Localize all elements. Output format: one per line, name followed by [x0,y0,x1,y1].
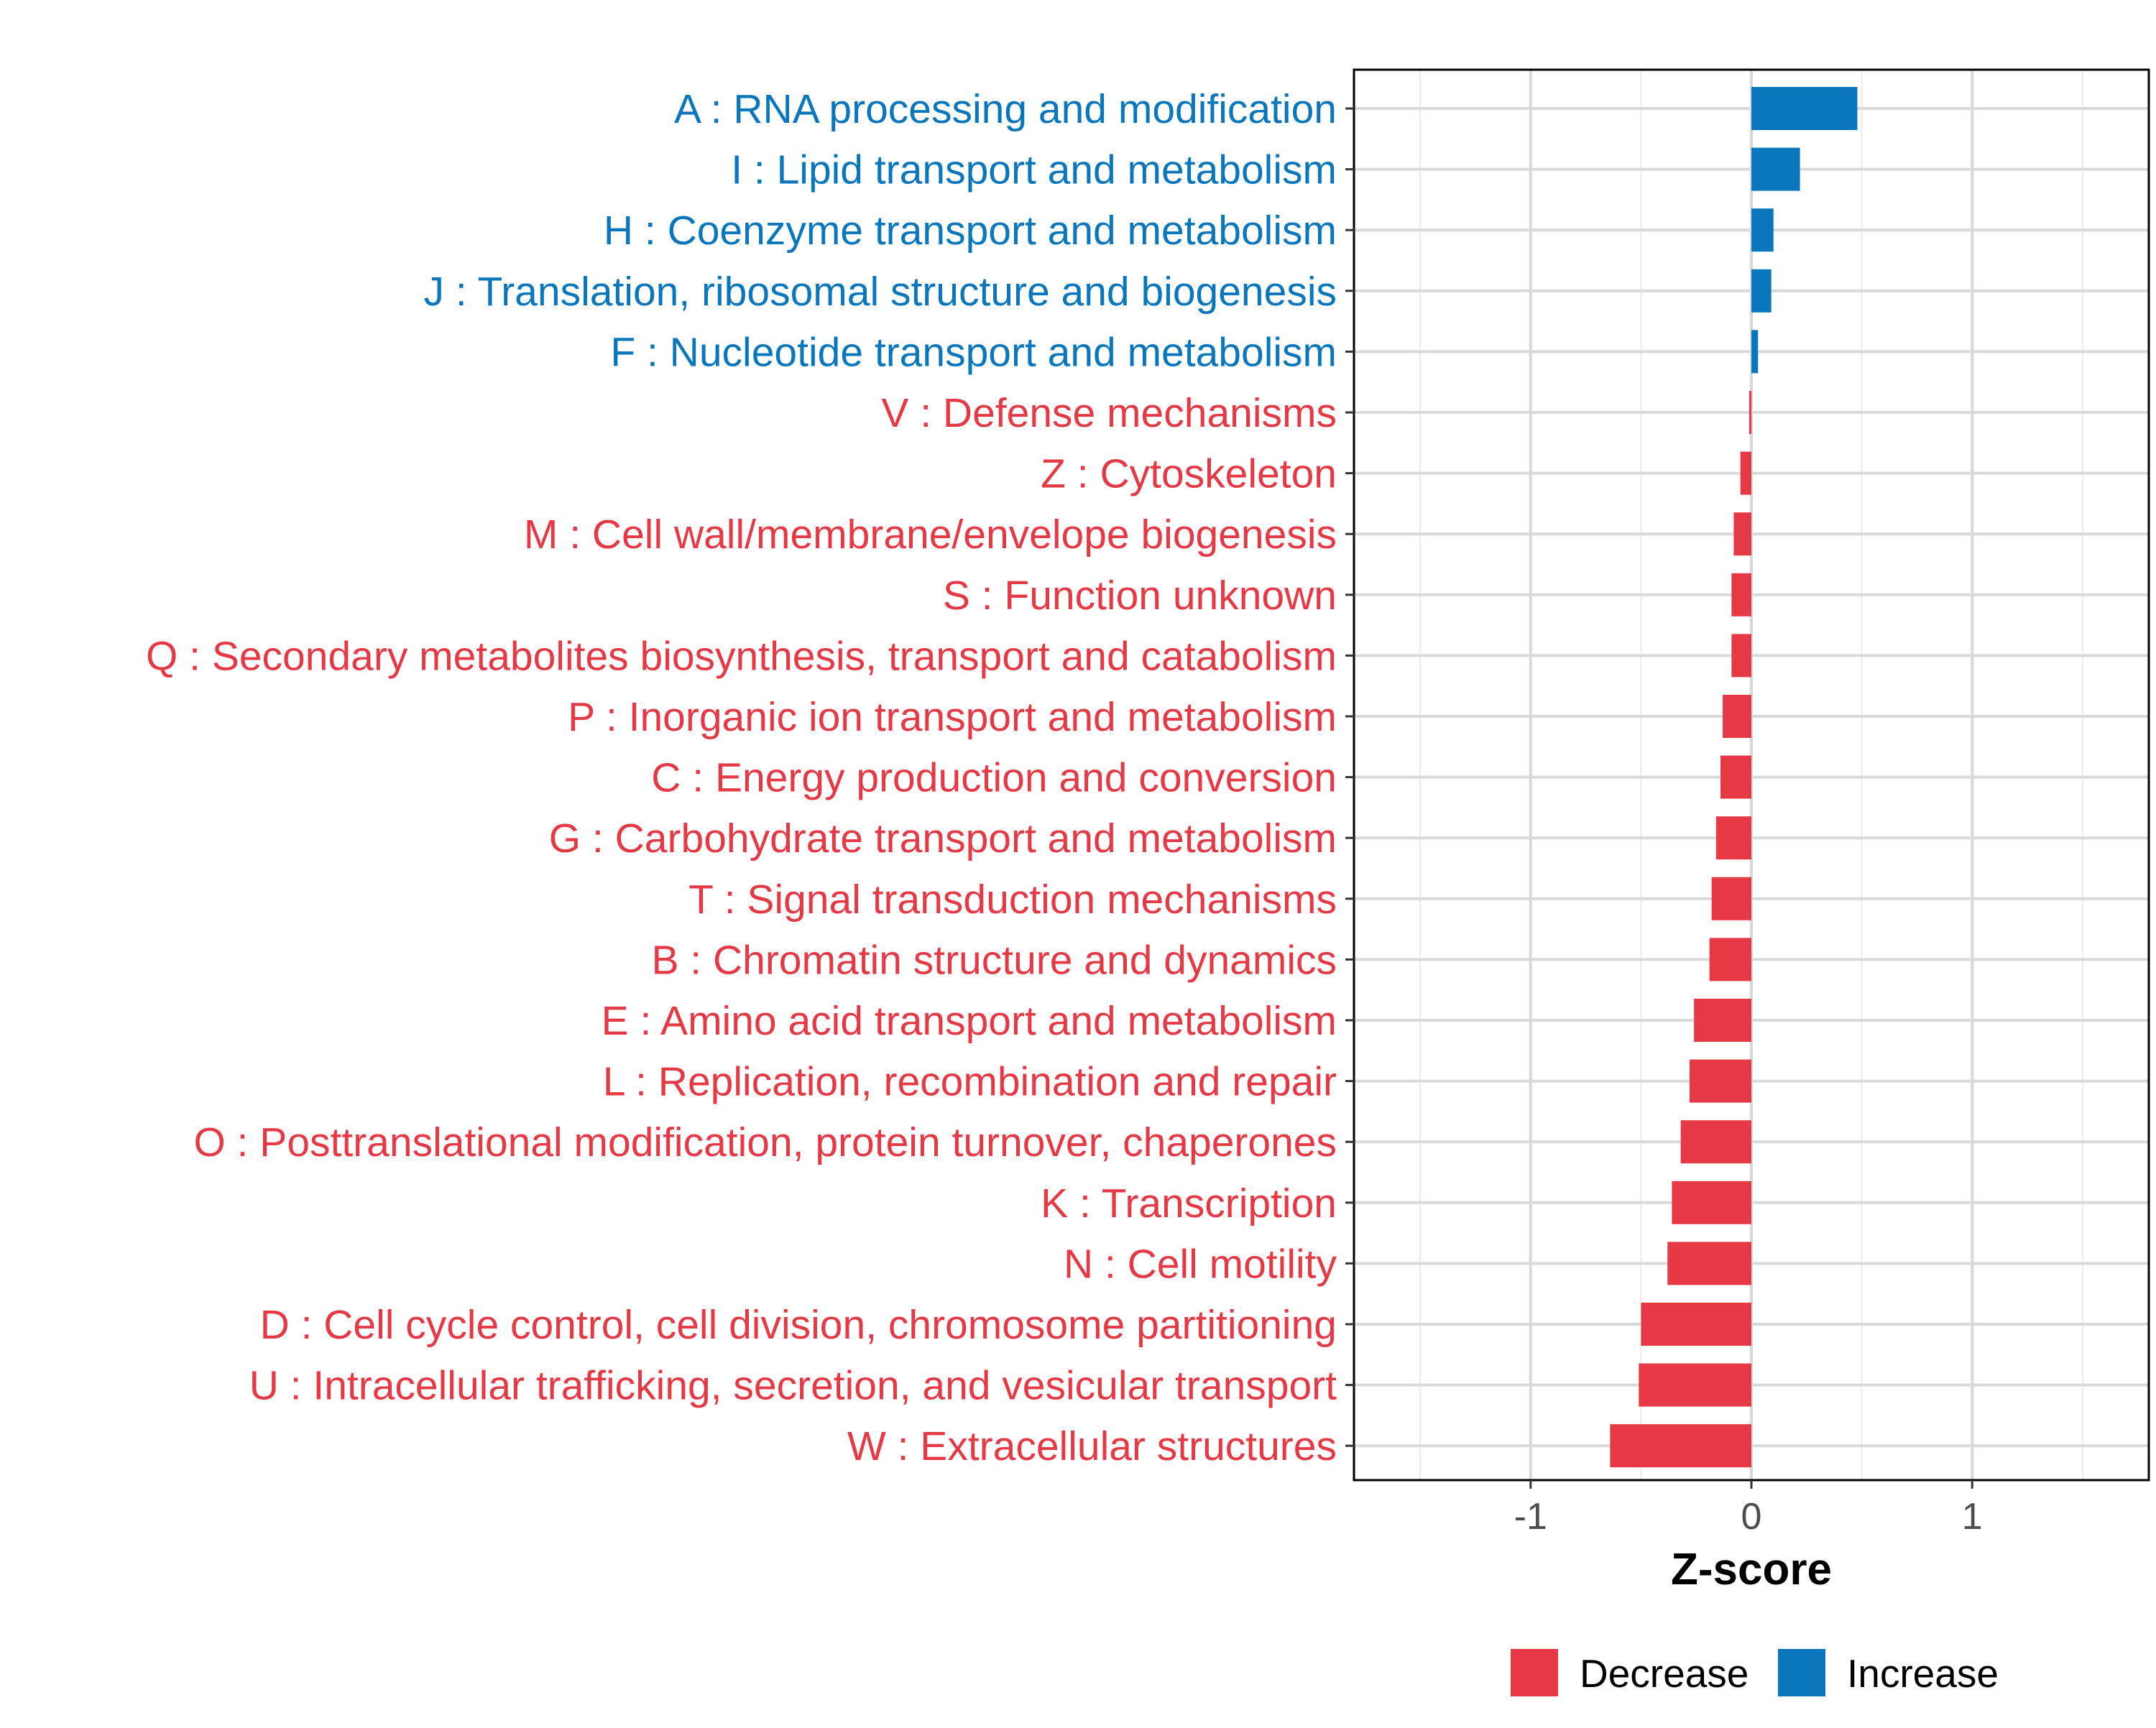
legend-swatch-decrease [1511,1649,1558,1696]
x-tick-label: 0 [1741,1496,1762,1538]
category-label: P : Inorganic ion transport and metaboli… [568,694,1337,740]
bar-t [1711,877,1751,920]
category-label: D : Cell cycle control, cell division, c… [260,1302,1337,1348]
legend-label-increase: Increase [1847,1651,1999,1696]
x-tick-label: -1 [1514,1496,1547,1538]
bar-v [1749,391,1751,434]
legend: Decrease Increase [1511,1649,1999,1696]
bar-o [1680,1120,1751,1164]
category-label: E : Amino acid transport and metabolism [602,998,1337,1044]
bar-w [1610,1424,1751,1468]
bar-g [1715,816,1751,860]
bar-s [1731,573,1751,616]
category-label: O : Posttranslational modification, prot… [193,1119,1337,1165]
axis-layer [1345,68,2150,1489]
category-label: J : Translation, ribosomal structure and… [424,269,1337,315]
bar-l [1689,1059,1751,1103]
bar-h [1751,208,1774,252]
category-label: L : Replication, recombination and repai… [603,1059,1337,1105]
bar-n [1667,1242,1751,1285]
bar-u [1639,1363,1751,1407]
category-label: Q : Secondary metabolites biosynthesis, … [146,633,1337,679]
legend-swatch-increase [1778,1649,1825,1696]
category-label: S : Function unknown [943,573,1337,619]
bar-z [1740,451,1751,495]
bar-d [1641,1303,1751,1346]
category-label: C : Energy production and conversion [651,755,1337,801]
bar-e [1694,999,1751,1042]
x-tick-label: 1 [1962,1496,1983,1538]
category-label: Z : Cytoskeleton [1041,451,1337,497]
category-label: A : RNA processing and modification [674,86,1337,132]
category-label: K : Transcription [1041,1181,1337,1226]
label-layer: A : RNA processing and modification I : L… [146,86,1983,1538]
category-label: W : Extracellular structures [847,1423,1337,1469]
category-label: V : Defense mechanisms [881,390,1337,436]
category-label: F : Nucleotide transport and metabolism [610,329,1337,375]
category-label: M : Cell wall/membrane/envelope biogenes… [524,512,1337,558]
category-label: B : Chromatin structure and dynamics [651,937,1337,983]
bar-j [1751,269,1772,313]
bar-m [1733,512,1751,556]
bar-i [1751,147,1800,191]
category-label: N : Cell motility [1064,1241,1337,1287]
bar-p [1723,695,1751,738]
bar-k [1672,1181,1751,1224]
bar-layer [1610,87,1858,1468]
bar-c [1720,755,1751,799]
category-label: I : Lipid transport and metabolism [731,147,1337,193]
bar-f [1751,330,1759,374]
category-label: H : Coenzyme transport and metabolism [604,208,1337,254]
category-label: G : Carbohydrate transport and metabolis… [549,816,1337,861]
bar-b [1709,938,1751,981]
legend-label-decrease: Decrease [1580,1651,1749,1696]
bar-a [1751,87,1858,130]
x-axis-title: Z-score [1671,1545,1832,1594]
bar-q [1731,634,1751,678]
category-label: U : Intracellular trafficking, secretion… [249,1363,1337,1409]
category-label: T : Signal transduction mechanisms [688,877,1337,923]
